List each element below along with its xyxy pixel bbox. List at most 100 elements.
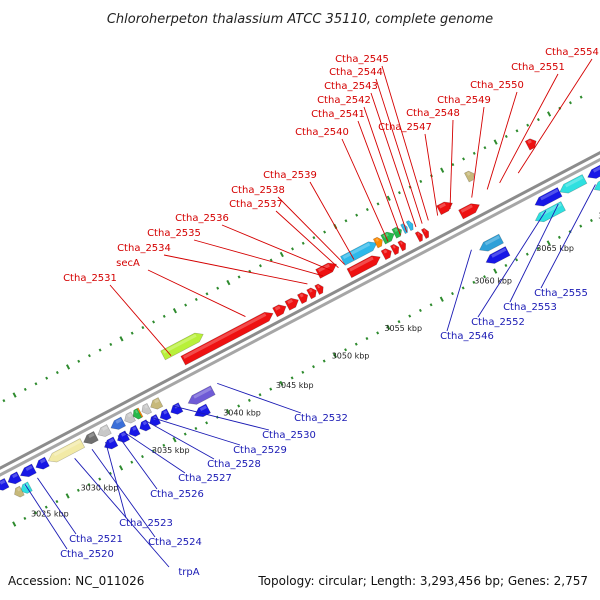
label-leader-line [173, 405, 270, 431]
gene-arrow [296, 292, 309, 305]
label-leader-line [370, 92, 417, 228]
scale-label: 3040 kbp [223, 409, 261, 418]
ruler-tick [483, 146, 487, 150]
gene-arrow [420, 227, 430, 239]
gene-arrow [194, 403, 211, 418]
scale-label: 3055 kbp [384, 324, 422, 333]
gene-highlight [402, 224, 405, 228]
gene-label: Ctha_2545 [335, 54, 389, 65]
ruler-tick [279, 380, 284, 387]
ruler-tick [408, 314, 412, 318]
gene-label: Ctha_2532 [294, 413, 348, 424]
accession-text: Accession: NC_011026 [8, 574, 145, 588]
ruler-tick [568, 101, 572, 105]
gene-arrow [160, 332, 204, 361]
ruler-tick [258, 264, 262, 268]
gene-label: Ctha_2524 [148, 537, 202, 548]
gene-label: Ctha_2543 [324, 81, 378, 92]
gene-arrow [97, 424, 112, 437]
gene-label: Ctha_2551 [511, 62, 565, 73]
gene-arrow [534, 187, 563, 207]
ruler-tick [184, 303, 188, 307]
ruler-tick [172, 437, 177, 443]
label-leader-line [341, 138, 389, 242]
gene-highlight [382, 232, 389, 238]
ruler-tick [258, 393, 262, 397]
gene-label: Ctha_2538 [231, 185, 285, 196]
gene-arrow [485, 246, 511, 264]
gene-highlight [88, 432, 95, 439]
label-leader-line [424, 133, 439, 216]
gene-highlight [423, 229, 426, 233]
gene-label: Ctha_2528 [207, 459, 261, 470]
gene-body [284, 297, 299, 311]
ruler-tick [451, 163, 455, 167]
ruler-tick [172, 308, 177, 314]
ruler-tick [141, 326, 145, 330]
label-leader-line [105, 441, 127, 519]
label-leader-line [499, 73, 559, 184]
ruler-tick [301, 370, 305, 374]
ruler-tick [237, 404, 241, 408]
ruler-tick [344, 219, 348, 223]
ruler-tick [23, 516, 27, 520]
gene-body [400, 223, 408, 235]
gene-label: Ctha_2548 [406, 108, 460, 119]
gene-body [103, 436, 119, 450]
label-leader-line [145, 420, 215, 460]
gene-arrow [405, 220, 414, 232]
gene-arrow [47, 438, 86, 463]
ruler-tick [589, 218, 593, 223]
label-leader-line [117, 435, 158, 490]
gene-arrow [0, 477, 10, 491]
ruler-tick [557, 235, 561, 239]
ruler-tick [119, 465, 124, 471]
ruler-tick [279, 251, 284, 258]
gene-body [405, 220, 414, 232]
ruler-tick [205, 292, 209, 296]
gene-arrow [139, 419, 152, 432]
ruler-tick [119, 336, 124, 342]
label-leader-line [477, 210, 547, 318]
gene-highlight [183, 313, 267, 359]
gene-arrow [464, 170, 475, 183]
ruler-tick [579, 95, 583, 99]
gene-highlight [16, 487, 21, 492]
ruler-tick [162, 314, 166, 318]
scale-label: 3065 kbp [536, 244, 574, 253]
label-leader-line [540, 184, 596, 289]
ruler-tick [515, 258, 519, 262]
ruler-tick [322, 359, 326, 363]
gene-label: Ctha_2530 [262, 430, 316, 441]
label-leader-line [363, 106, 408, 232]
gene-highlight [394, 228, 398, 233]
gene-label: Ctha_2536 [175, 213, 229, 224]
ruler-tick [525, 252, 529, 256]
ruler-tick [269, 258, 273, 262]
gene-body [534, 201, 566, 223]
gene-body [83, 430, 99, 445]
backbone-line-2 [0, 157, 600, 477]
gene-body [141, 402, 153, 415]
gene-highlight [0, 479, 6, 485]
gene-highlight [163, 410, 168, 415]
ruler-tick [365, 207, 369, 212]
ruler-tick [12, 521, 17, 527]
gene-arrow [372, 236, 383, 249]
label-leader-line [109, 284, 172, 356]
label-leader-line [221, 224, 333, 272]
gene-highlight [417, 232, 420, 236]
gene-highlight [540, 202, 562, 217]
gene-arrow [180, 311, 274, 366]
gene-body [97, 424, 112, 437]
gene-highlight [527, 139, 532, 144]
ruler-tick [439, 296, 444, 302]
ruler-tick [2, 399, 6, 403]
ruler-tick [130, 460, 134, 464]
gene-label: Ctha_2544 [329, 67, 383, 78]
gene-highlight [540, 188, 559, 201]
label-leader-line [446, 249, 472, 332]
gene-label: Ctha_2541 [311, 109, 365, 120]
genome-backbone [0, 151, 600, 477]
gene-arrow [141, 402, 153, 415]
